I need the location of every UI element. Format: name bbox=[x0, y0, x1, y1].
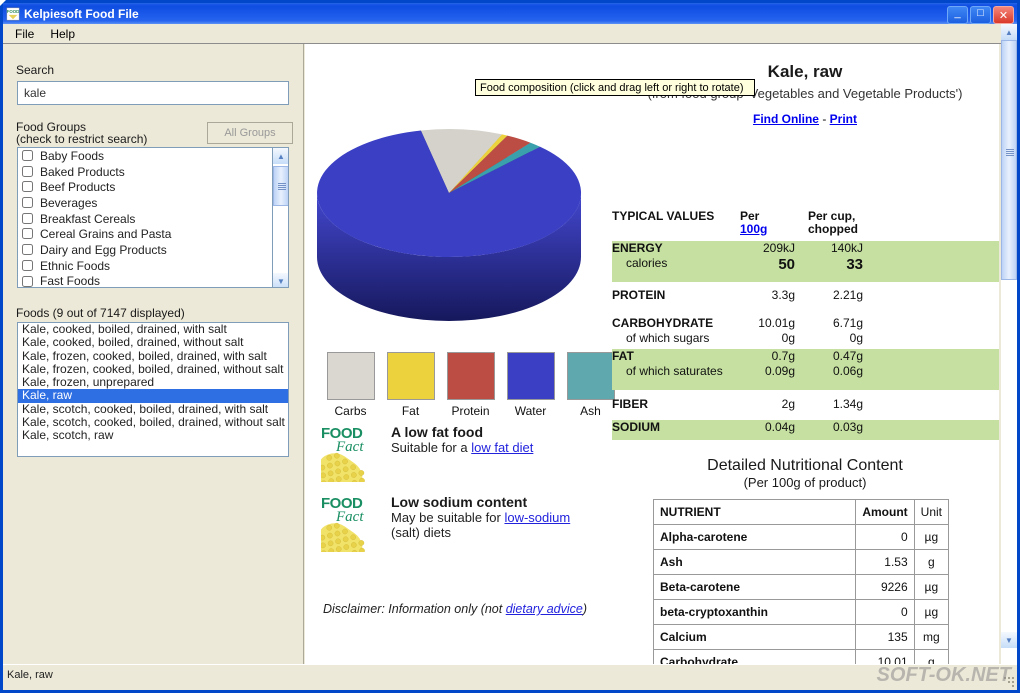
svg-text:FOOD: FOOD bbox=[7, 9, 20, 14]
